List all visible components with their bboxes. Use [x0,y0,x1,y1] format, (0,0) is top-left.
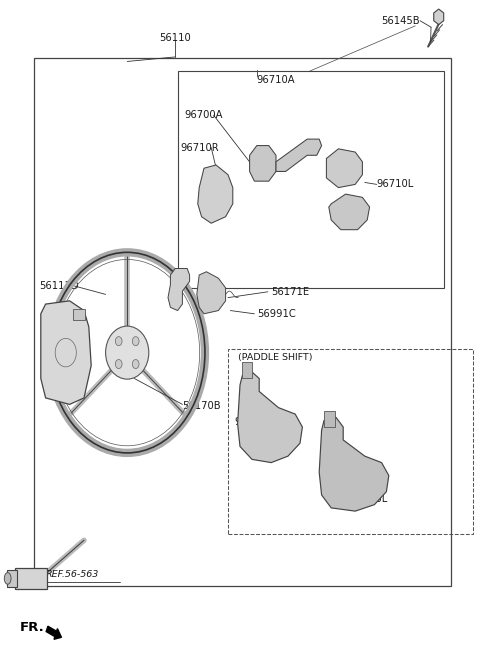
Circle shape [115,336,122,345]
Bar [15,568,47,589]
Text: (PADDLE SHIFT): (PADDLE SHIFT) [238,353,312,362]
Bar [228,349,473,534]
Circle shape [115,360,122,369]
Text: 96710A: 96710A [257,74,295,85]
Text: 96700A: 96700A [185,110,223,120]
Polygon shape [238,372,302,463]
Text: REF.56-563: REF.56-563 [46,570,99,579]
Ellipse shape [4,573,11,584]
Bar [34,58,451,586]
Text: 56170B: 56170B [182,401,221,411]
Polygon shape [276,139,322,171]
Text: 56110: 56110 [159,32,191,43]
Text: 96710L: 96710L [377,179,414,190]
Polygon shape [319,417,389,511]
Ellipse shape [106,326,149,379]
Polygon shape [329,194,370,230]
Text: 96710R: 96710R [180,142,218,153]
Text: 96770R: 96770R [234,417,273,427]
Text: 56991C: 56991C [257,309,296,319]
Text: 56171E: 56171E [271,287,309,297]
Bar [73,309,85,320]
Bar [242,362,252,378]
Bar [7,570,17,587]
Text: 56145B: 56145B [382,16,420,26]
Bar [178,71,444,288]
Polygon shape [168,269,190,311]
Text: 96770L: 96770L [350,494,388,505]
Text: 56111D: 56111D [39,281,79,291]
Bar [324,411,335,427]
Circle shape [132,336,139,345]
Polygon shape [434,9,444,25]
Circle shape [132,360,139,369]
Text: FR.: FR. [20,621,45,634]
Polygon shape [250,146,276,181]
Polygon shape [41,301,91,404]
Polygon shape [198,165,233,223]
Polygon shape [326,149,362,188]
Polygon shape [197,272,226,314]
FancyArrow shape [46,626,61,639]
